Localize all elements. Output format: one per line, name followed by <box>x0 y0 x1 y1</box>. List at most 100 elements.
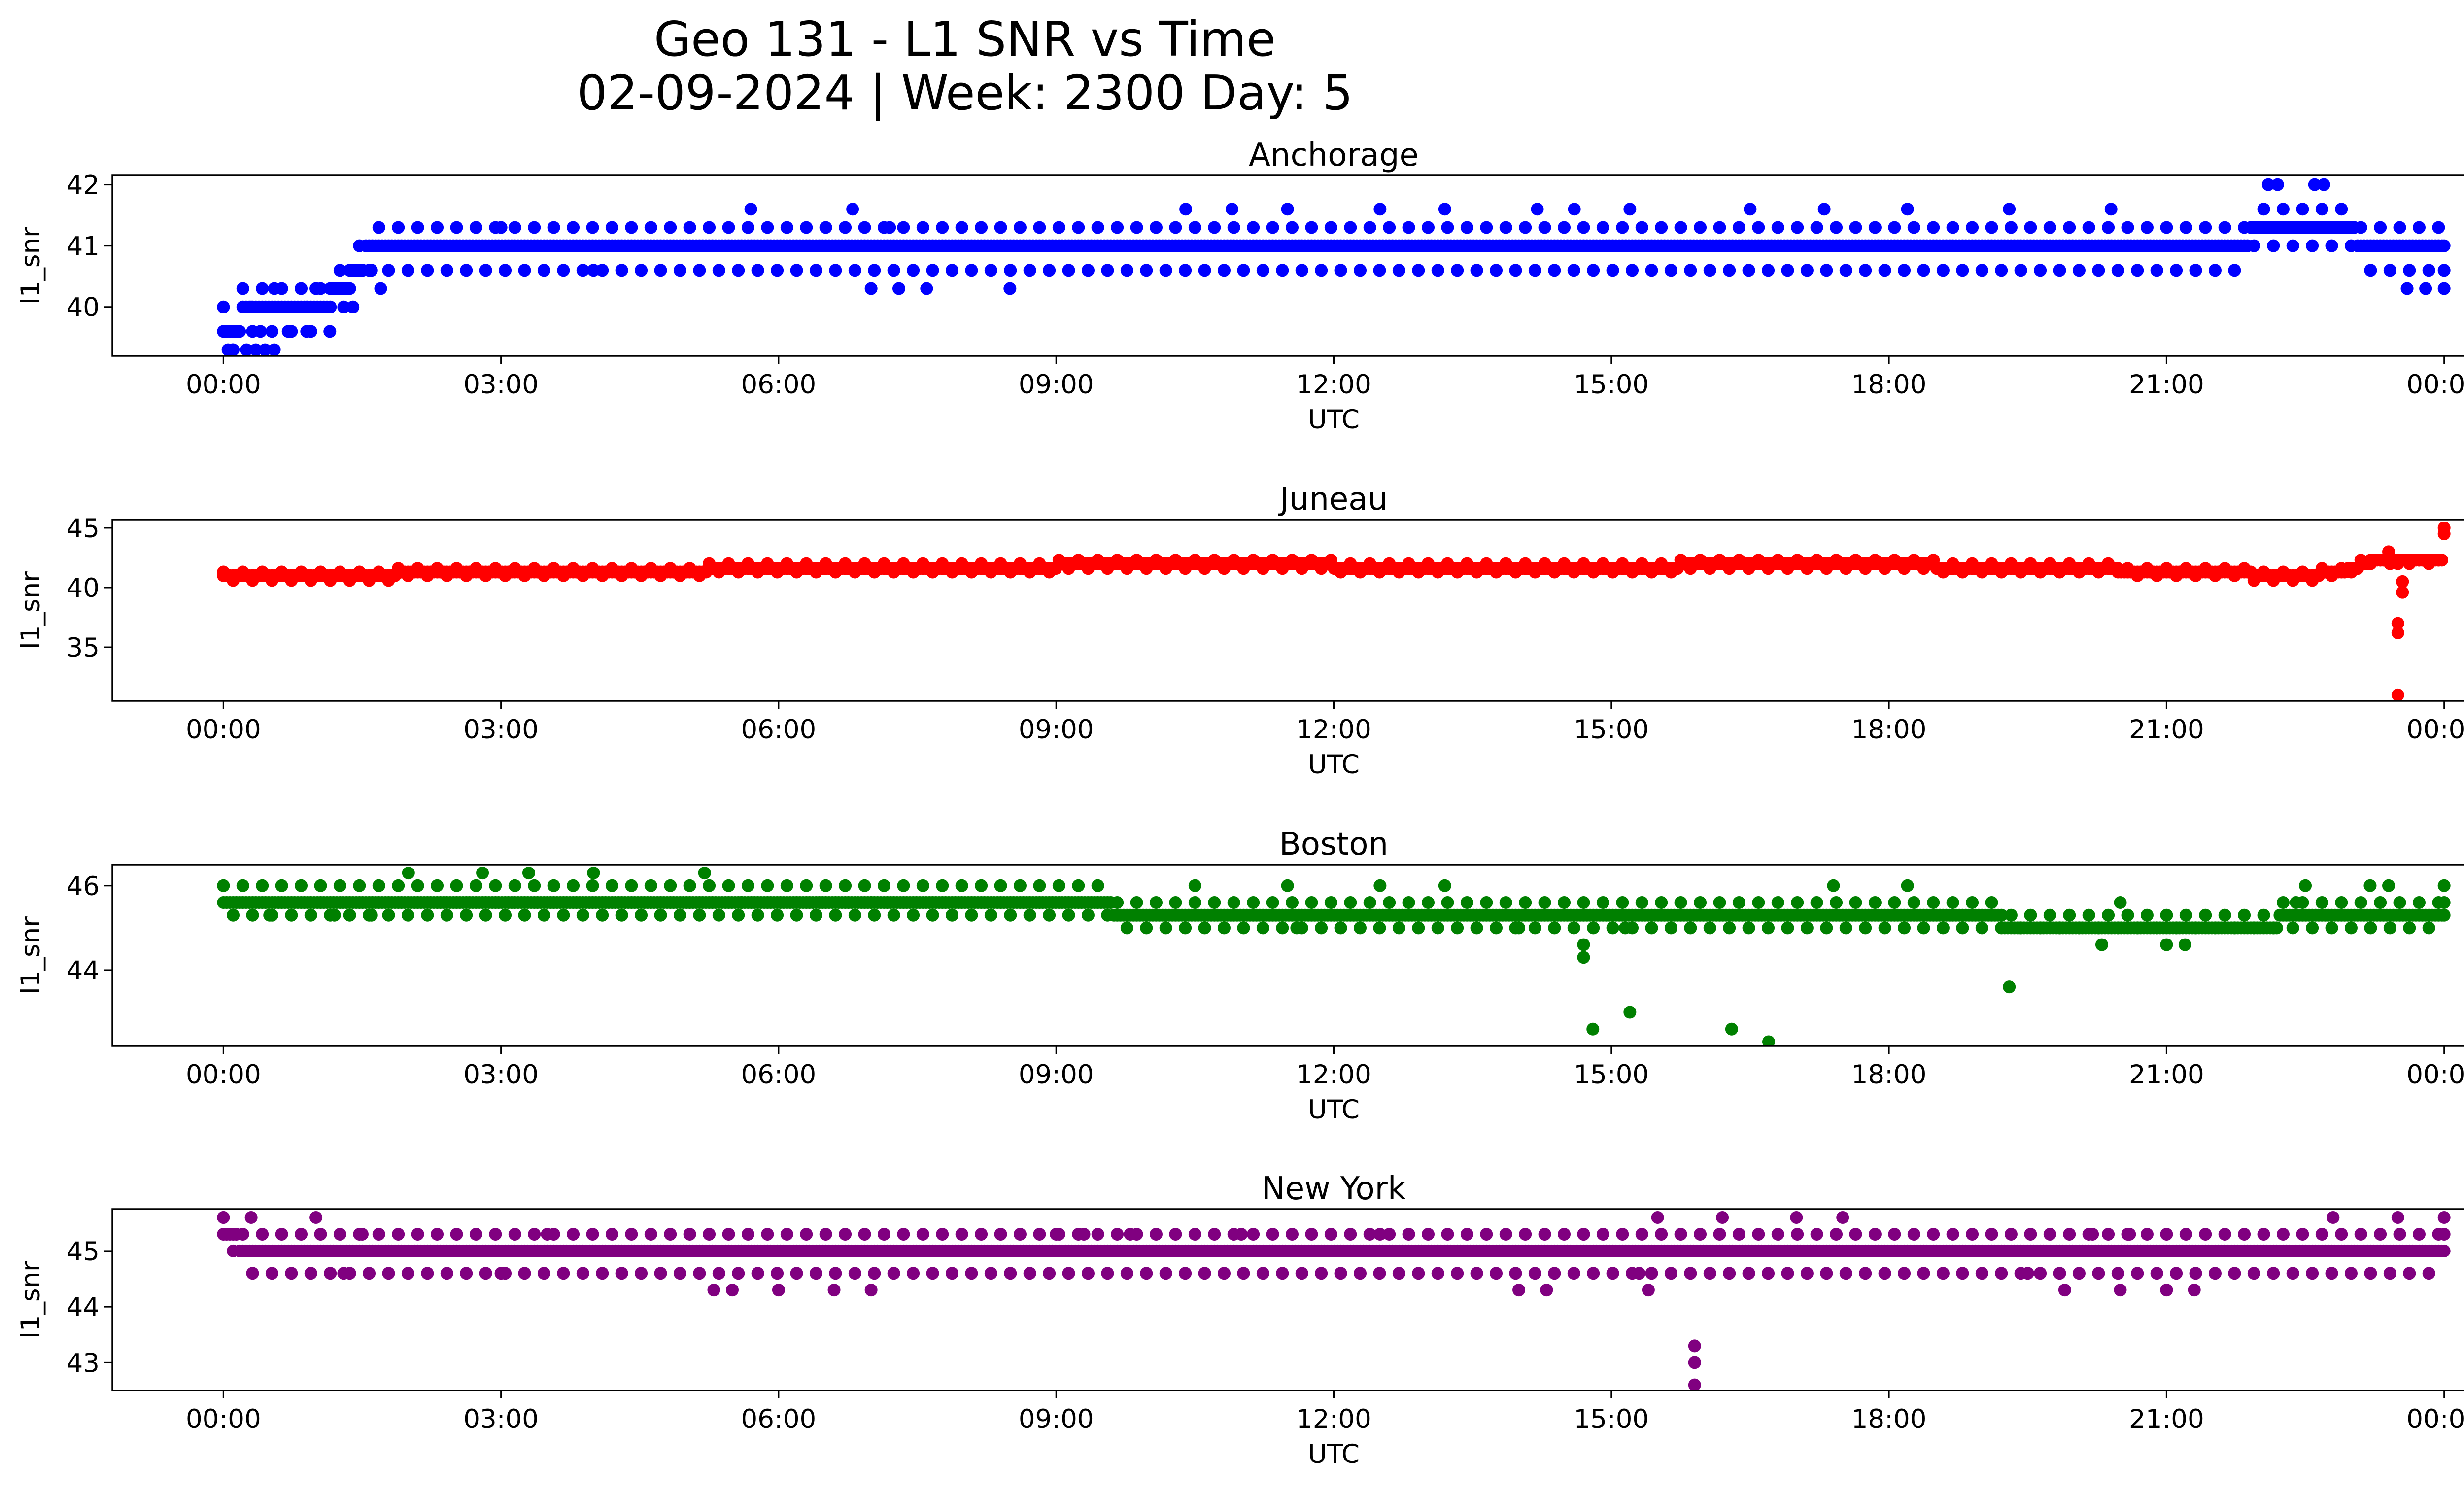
data-point <box>300 300 313 313</box>
data-point <box>2058 1284 2071 1297</box>
data-point <box>228 325 241 338</box>
data-point <box>1438 879 1451 892</box>
data-point <box>1422 896 1435 909</box>
data-point <box>2393 896 2406 909</box>
data-point <box>1618 921 1632 935</box>
data-point <box>469 1227 482 1241</box>
data-point <box>2315 896 2328 909</box>
data-point <box>761 221 774 234</box>
data-point <box>1956 921 1969 935</box>
data-point <box>1188 1227 1201 1241</box>
data-point <box>1817 203 1831 216</box>
data-point <box>2306 921 2319 935</box>
data-point <box>1512 921 1526 935</box>
data-point <box>693 908 706 922</box>
data-point <box>1732 221 1745 234</box>
data-point <box>1762 1035 1775 1046</box>
data-point <box>518 908 531 922</box>
data-point <box>522 867 535 880</box>
y-tick-label: 45 <box>67 1237 100 1267</box>
data-point <box>1651 1211 1664 1224</box>
data-point <box>411 1227 424 1241</box>
data-point <box>1567 921 1580 935</box>
data-point <box>1441 221 1454 234</box>
data-point <box>2374 221 2387 234</box>
data-point <box>2276 1227 2290 1241</box>
data-point <box>2179 908 2192 922</box>
data-point <box>1820 921 1833 935</box>
data-point <box>2218 908 2231 922</box>
data-point <box>2014 264 2027 277</box>
data-point <box>1626 264 1639 277</box>
data-point <box>431 221 444 234</box>
data-point <box>732 264 745 277</box>
data-point <box>2024 221 2037 234</box>
data-point <box>518 1267 531 1280</box>
data-point <box>761 1227 774 1241</box>
data-point <box>868 264 881 277</box>
data-point <box>712 1267 725 1280</box>
data-point <box>469 221 482 234</box>
data-point <box>2082 908 2095 922</box>
data-point <box>265 1267 278 1280</box>
data-point <box>1062 908 1075 922</box>
data-point <box>1460 1227 1473 1241</box>
data-point <box>1033 879 1046 892</box>
data-point <box>1383 221 1396 234</box>
data-point <box>751 908 764 922</box>
data-point <box>1528 264 1541 277</box>
data-point <box>217 300 230 313</box>
data-point <box>1140 1267 1153 1280</box>
data-point <box>1499 1227 1512 1241</box>
data-point <box>1159 264 1172 277</box>
data-point <box>440 908 453 922</box>
data-point <box>926 264 939 277</box>
data-point <box>2382 879 2396 892</box>
data-point <box>1198 264 1211 277</box>
data-point <box>2286 239 2299 252</box>
data-point <box>1878 264 1891 277</box>
data-point <box>1188 879 1201 892</box>
data-point <box>1586 1022 1600 1036</box>
data-point <box>1725 1022 1738 1036</box>
data-point <box>1606 1267 1619 1280</box>
data-point <box>664 879 677 892</box>
data-point <box>365 264 378 277</box>
data-point <box>1043 1267 1056 1280</box>
data-point <box>1373 1227 1387 1241</box>
x-tick-label: 21:00 <box>2129 1404 2204 1434</box>
data-point <box>965 908 978 922</box>
data-point <box>1225 203 1238 216</box>
data-point <box>528 879 541 892</box>
data-point <box>304 1267 317 1280</box>
data-point <box>1198 1267 1211 1280</box>
data-point <box>864 282 878 295</box>
data-point <box>1441 896 1454 909</box>
data-point <box>314 1227 327 1241</box>
boston-panel: Boston 00:00 03:00 06:00 09:00 12:00 15:00 18:0… <box>16 826 2464 1125</box>
data-point <box>1266 1227 1279 1241</box>
data-point <box>1606 921 1619 935</box>
data-point <box>2063 1227 2076 1241</box>
data-point <box>732 1267 745 1280</box>
data-point <box>839 1227 852 1241</box>
data-point <box>741 221 754 234</box>
data-point <box>304 908 317 922</box>
data-point <box>2063 908 2076 922</box>
data-point <box>1227 221 1240 234</box>
data-point <box>1179 1267 1192 1280</box>
data-point <box>780 221 793 234</box>
data-point <box>868 1267 881 1280</box>
data-point <box>994 879 1007 892</box>
data-point <box>1868 896 1882 909</box>
data-point <box>722 879 735 892</box>
data-point <box>596 908 609 922</box>
data-point <box>615 264 628 277</box>
data-point <box>1470 264 1483 277</box>
data-point <box>2271 178 2284 191</box>
data-point <box>328 908 341 922</box>
data-point <box>1091 1227 1104 1241</box>
data-point <box>596 264 609 277</box>
data-point <box>819 1227 832 1241</box>
data-point <box>673 1267 686 1280</box>
